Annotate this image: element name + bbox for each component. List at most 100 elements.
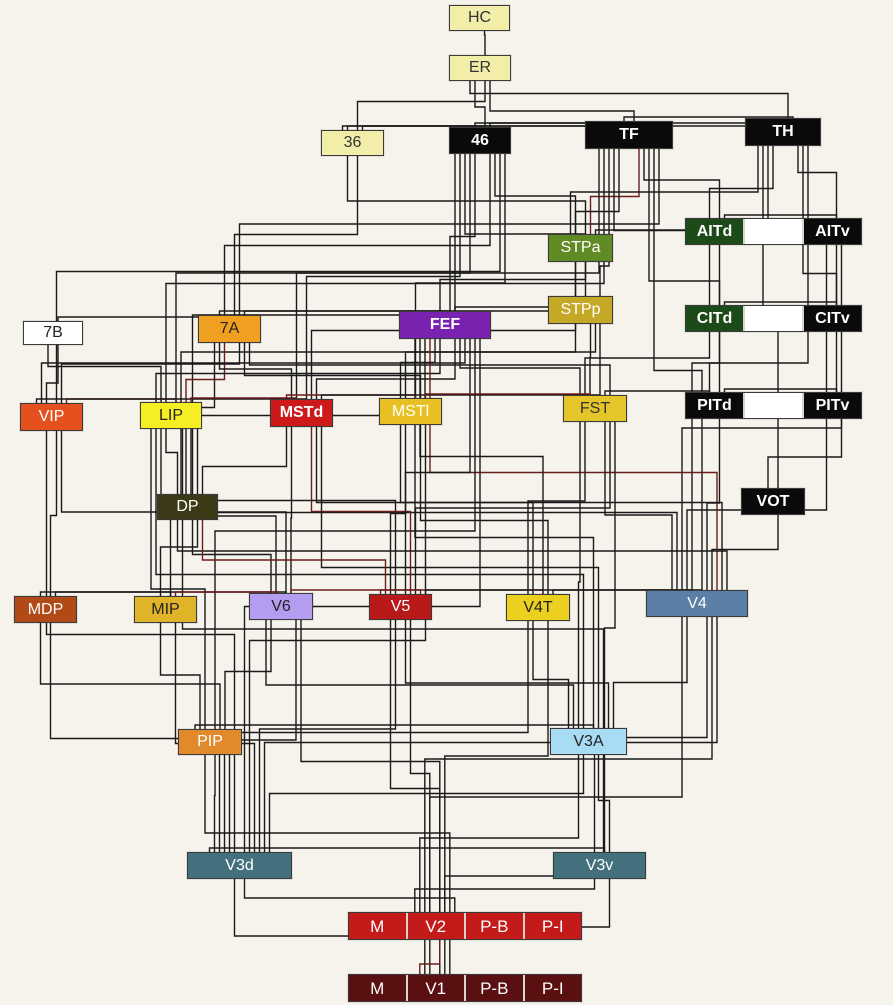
node-v3d: V3d — [187, 852, 292, 879]
connection-th-stpa — [569, 146, 759, 234]
connection-vot-pitv — [767, 418, 843, 488]
connection-fef-mstd — [315, 339, 456, 399]
connection-tf-aitd — [643, 149, 721, 219]
connection-v6-v2 — [300, 620, 441, 913]
connection-stpp-fst — [589, 324, 592, 395]
connection-fef-v3d — [243, 339, 481, 852]
connection-lip-pip — [150, 429, 206, 729]
node-lip: LIP — [140, 402, 202, 429]
connection-b7-lip — [47, 345, 162, 402]
connection-pip-v2 — [204, 755, 451, 913]
connection-lip-v5 — [185, 429, 397, 594]
connection-v6-v3a — [265, 620, 575, 728]
connection-mstl-v4t — [419, 425, 549, 594]
connection-mdp-v3d — [49, 623, 231, 852]
node-pitv: PITv — [802, 393, 861, 418]
connection-fst-v4t — [527, 422, 586, 594]
connection-mstd-v6 — [290, 427, 293, 593]
connection-fef-v4 — [429, 339, 718, 590]
connection-a36-a7 — [233, 156, 359, 315]
connection-dp-v3a — [181, 520, 605, 728]
connection-v3v-v2 — [414, 879, 596, 913]
node-v1-pi: P-I — [522, 975, 582, 1001]
connection-citd-pitd — [708, 331, 721, 393]
node-36: 36 — [321, 130, 384, 156]
connection-th-aitd — [708, 146, 774, 219]
connection-pip-v3d — [213, 755, 216, 852]
v1-row: M V1 P-B P-I — [348, 974, 582, 1002]
connection-v4t-v2 — [444, 621, 549, 913]
connection-a36-stpa — [346, 156, 587, 234]
node-fef: FEF — [399, 311, 491, 339]
connection-lip-v4 — [190, 429, 678, 590]
connection-tf-stpa — [589, 149, 640, 234]
node-mdp: MDP — [14, 596, 77, 623]
connection-th-v4 — [691, 146, 809, 590]
connection-er-th — [469, 81, 789, 118]
node-v4t: V4T — [506, 594, 570, 621]
node-pitd: PITd — [686, 393, 743, 418]
connection-a7-mstl — [243, 343, 422, 398]
connection-v6-v3d — [223, 620, 297, 852]
connection-th-pitv — [802, 146, 838, 393]
connection-a36-th — [341, 125, 789, 146]
connection-v3d-v2 — [243, 879, 456, 913]
connection-v6-pip — [224, 620, 272, 729]
node-v5: V5 — [369, 594, 432, 620]
v2-row: M V2 P-B P-I — [348, 912, 582, 940]
connection-v4t-v3a — [532, 621, 570, 728]
connection-mstl-v5 — [389, 425, 407, 594]
connection-fef-pip — [214, 339, 476, 729]
connection-tf-mstd — [295, 149, 600, 399]
connection-fef-vip — [40, 339, 466, 403]
connection-v4-v1 — [429, 617, 683, 975]
connection-tf-v4 — [653, 149, 703, 590]
connection-th-aitv — [797, 146, 838, 219]
node-v6: V6 — [249, 593, 313, 620]
connection-fef-v5 — [404, 339, 471, 594]
node-mstl: MSTl — [379, 398, 442, 425]
connection-stpa-fef — [439, 262, 587, 311]
connection-v4t-v3d — [218, 621, 529, 852]
connection-a46-stpa — [494, 154, 577, 234]
connection-v3d-v1 — [233, 879, 426, 975]
node-citd: CITd — [686, 306, 743, 331]
connection-a46-fef — [449, 154, 476, 311]
connection-tf-lip — [165, 149, 605, 402]
connection-a46-mstd — [305, 154, 461, 399]
node-pit-pair: PITd PITv — [685, 392, 862, 419]
connection-fst-v3a — [577, 422, 581, 728]
connection-v5-v3a — [404, 620, 610, 728]
connection-a7-vip — [60, 343, 241, 403]
node-er: ER — [449, 55, 511, 81]
connection-lip-dp — [165, 429, 179, 494]
node-v1: V1 — [405, 975, 465, 1001]
connection-v5-v1 — [389, 620, 441, 975]
connection-a46-a7 — [223, 154, 491, 315]
node-v1-pb: P-B — [464, 975, 523, 1001]
node-v3v: V3v — [553, 852, 646, 879]
connection-b7-vip — [45, 345, 59, 403]
node-stpa: STPa — [548, 234, 613, 262]
connection-stpp-a7 — [218, 310, 572, 324]
node-vot: VOT — [741, 488, 805, 515]
connection-fst-v4 — [604, 422, 673, 590]
node-v3a: V3A — [550, 728, 627, 755]
connection-mstd-dp — [201, 427, 288, 494]
connection-mstd-fst — [320, 394, 601, 422]
connection-lip-v6 — [160, 429, 277, 593]
node-mstd: MSTd — [270, 399, 333, 427]
connection-dp-v6 — [191, 520, 272, 593]
connection-vot-v4 — [711, 515, 779, 590]
connection-er-a46 — [474, 81, 486, 127]
connection-v4-v3a — [612, 617, 688, 728]
connection-stpp-lip — [180, 324, 597, 402]
connection-mstl-v3d — [248, 425, 427, 852]
node-stpp: STPp — [548, 296, 613, 324]
node-fst: FST — [563, 395, 627, 422]
node-46: 46 — [449, 127, 511, 154]
node-v2-pb: P-B — [464, 913, 523, 939]
node-pip: PIP — [178, 729, 242, 755]
node-v2-m: M — [370, 916, 385, 936]
